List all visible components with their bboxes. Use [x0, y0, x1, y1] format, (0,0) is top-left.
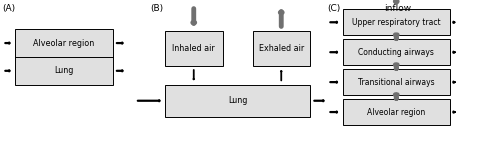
FancyBboxPatch shape — [342, 69, 450, 95]
Text: Alveolar region: Alveolar region — [33, 39, 94, 48]
Text: Transitional airways: Transitional airways — [358, 78, 434, 87]
Text: (C): (C) — [328, 4, 341, 13]
Text: Exhaled air: Exhaled air — [258, 44, 304, 53]
FancyBboxPatch shape — [15, 29, 112, 85]
Text: Alveolar region: Alveolar region — [367, 108, 426, 117]
FancyBboxPatch shape — [165, 85, 310, 117]
Text: Inhaled air: Inhaled air — [172, 44, 215, 53]
FancyBboxPatch shape — [342, 39, 450, 65]
FancyBboxPatch shape — [342, 99, 450, 125]
Text: (A): (A) — [2, 4, 16, 13]
FancyBboxPatch shape — [342, 9, 450, 35]
Text: inflow: inflow — [384, 4, 411, 13]
Text: Lung: Lung — [228, 96, 247, 105]
FancyBboxPatch shape — [252, 31, 310, 66]
Text: Upper respiratory tract: Upper respiratory tract — [352, 18, 440, 27]
FancyBboxPatch shape — [165, 31, 222, 66]
Text: Conducting airways: Conducting airways — [358, 48, 434, 57]
Text: Lung: Lung — [54, 66, 74, 75]
Text: (B): (B) — [150, 4, 163, 13]
